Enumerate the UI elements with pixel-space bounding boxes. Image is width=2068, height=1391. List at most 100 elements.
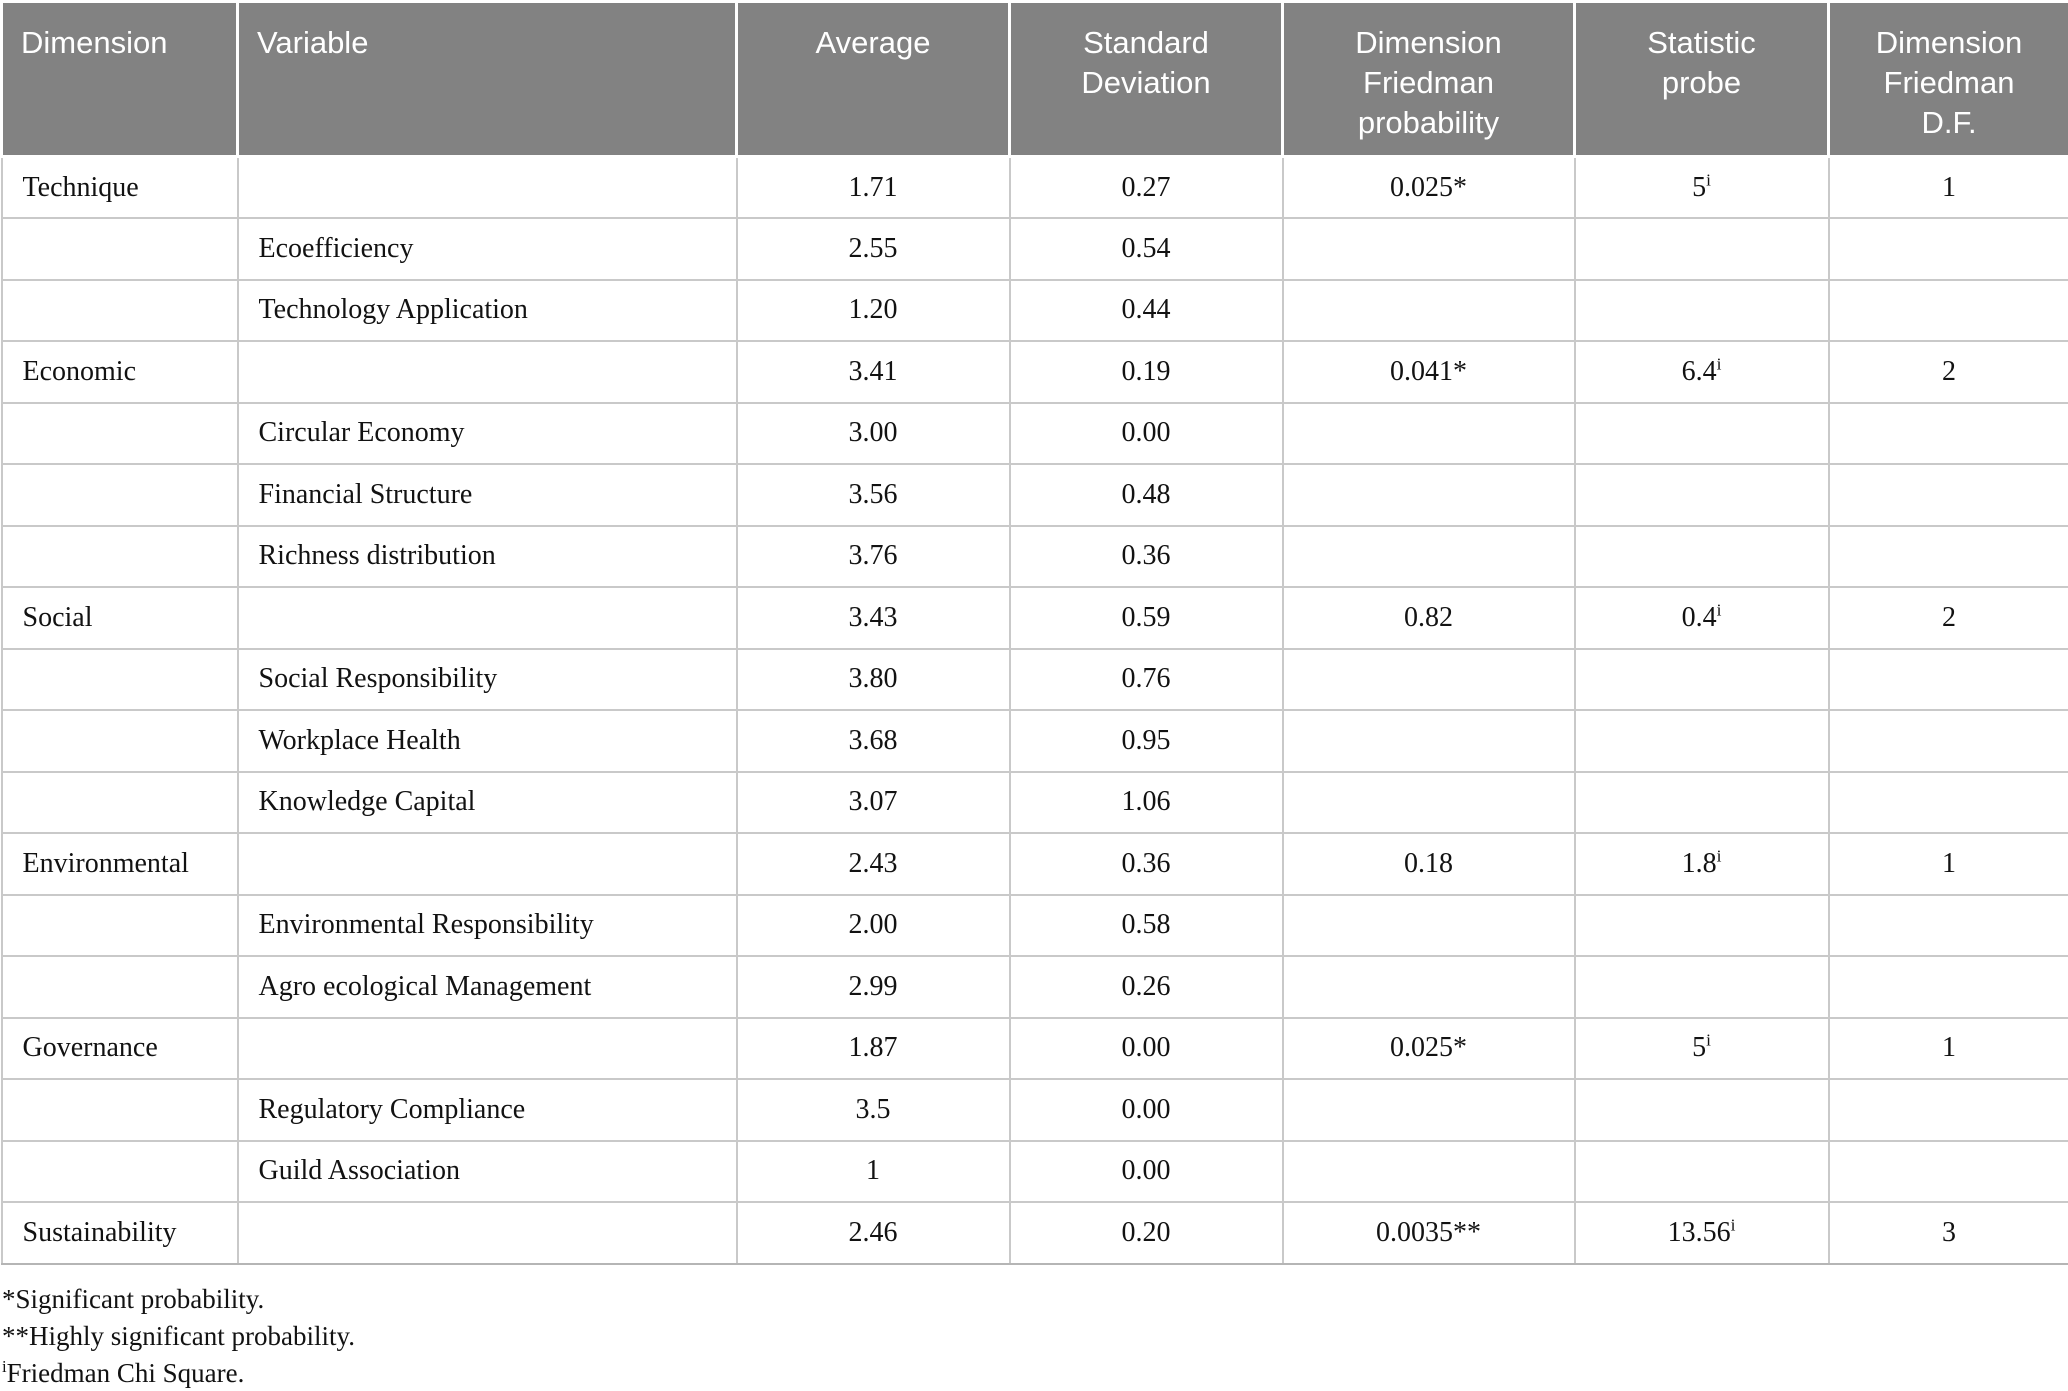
cell-variable: Technology Application — [236, 278, 738, 342]
cell-statistic-probe — [1573, 278, 1830, 342]
cell-friedman-df — [1827, 647, 2068, 711]
col-header-variable: Variable — [236, 0, 738, 158]
cell-friedman-df — [1827, 401, 2068, 465]
cell-average: 3.41 — [735, 340, 1011, 404]
cell-standard-deviation: 0.44 — [1008, 278, 1284, 342]
cell-statistic-probe — [1573, 1139, 1830, 1203]
cell-statistic-probe — [1573, 955, 1830, 1019]
cell-average: 1.87 — [735, 1016, 1011, 1080]
cell-friedman-probability — [1281, 893, 1576, 957]
cell-dimension — [0, 278, 239, 342]
table-row: Financial Structure 3.56 0.48 — [0, 463, 2068, 527]
footnote-friedman-chi-square: iFriedman Chi Square. — [2, 1355, 2068, 1391]
chi-square-marker: i — [1706, 1030, 1711, 1050]
cell-statistic-probe: 13.56i — [1573, 1201, 1830, 1265]
cell-variable: Financial Structure — [236, 463, 738, 527]
cell-average: 2.43 — [735, 832, 1011, 896]
cell-variable: Ecoefficiency — [236, 217, 738, 281]
cell-statistic-probe: 6.4i — [1573, 340, 1830, 404]
cell-friedman-probability: 0.041* — [1281, 340, 1576, 404]
cell-standard-deviation: 0.19 — [1008, 340, 1284, 404]
cell-standard-deviation: 0.26 — [1008, 955, 1284, 1019]
cell-friedman-df — [1827, 709, 2068, 773]
table-row: Ecoefficiency 2.55 0.54 — [0, 217, 2068, 281]
chi-square-marker: i — [1716, 846, 1722, 866]
table-row: Circular Economy 3.00 0.00 — [0, 401, 2068, 465]
cell-variable — [236, 1016, 738, 1080]
cell-variable: Richness distribution — [236, 524, 738, 588]
cell-statistic-probe — [1573, 1078, 1830, 1142]
cell-friedman-probability — [1281, 1139, 1576, 1203]
cell-variable: Circular Economy — [236, 401, 738, 465]
cell-dimension: Technique — [0, 155, 239, 219]
cell-average: 2.46 — [735, 1201, 1011, 1265]
cell-friedman-probability: 0.82 — [1281, 586, 1576, 650]
table-row: Richness distribution 3.76 0.36 — [0, 524, 2068, 588]
col-header-average: Average — [735, 0, 1011, 158]
cell-variable: Regulatory Compliance — [236, 1078, 738, 1142]
cell-friedman-probability — [1281, 1078, 1576, 1142]
cell-dimension — [0, 463, 239, 527]
friedman-statistics-table: Dimension Variable Average Standard Devi… — [0, 0, 2068, 1265]
cell-dimension: Environmental — [0, 832, 239, 896]
cell-friedman-probability — [1281, 463, 1576, 527]
cell-dimension — [0, 893, 239, 957]
cell-friedman-probability — [1281, 401, 1576, 465]
cell-statistic-probe — [1573, 217, 1830, 281]
table-row: Agro ecological Management 2.99 0.26 — [0, 955, 2068, 1019]
cell-statistic-probe — [1573, 893, 1830, 957]
cell-standard-deviation: 0.36 — [1008, 524, 1284, 588]
cell-variable: Environmental Responsibility — [236, 893, 738, 957]
cell-friedman-df — [1827, 1078, 2068, 1142]
cell-average: 3.07 — [735, 770, 1011, 834]
cell-dimension — [0, 770, 239, 834]
cell-friedman-df — [1827, 524, 2068, 588]
table-footnotes: *Significant probability. **Highly signi… — [2, 1281, 2068, 1391]
chi-square-marker: i — [1706, 170, 1711, 190]
cell-average: 2.99 — [735, 955, 1011, 1019]
cell-variable: Workplace Health — [236, 709, 738, 773]
chi-square-marker: i — [1730, 1215, 1736, 1235]
cell-friedman-df — [1827, 278, 2068, 342]
cell-average: 1.20 — [735, 278, 1011, 342]
cell-friedman-df: 3 — [1827, 1201, 2068, 1265]
cell-standard-deviation: 0.95 — [1008, 709, 1284, 773]
cell-statistic-probe: 5i — [1573, 1016, 1830, 1080]
header-row: Dimension Variable Average Standard Devi… — [0, 0, 2068, 158]
table-row: Social 3.43 0.59 0.82 0.4i 2 — [0, 586, 2068, 650]
cell-friedman-probability — [1281, 955, 1576, 1019]
table-body: Technique 1.71 0.27 0.025* 5i 1 Ecoeffic… — [0, 155, 2068, 1265]
cell-statistic-probe — [1573, 647, 1830, 711]
cell-average: 3.43 — [735, 586, 1011, 650]
cell-variable — [236, 1201, 738, 1265]
col-header-friedman-df: Dimension Friedman D.F. — [1827, 0, 2068, 158]
cell-standard-deviation: 0.76 — [1008, 647, 1284, 711]
cell-standard-deviation: 0.59 — [1008, 586, 1284, 650]
cell-standard-deviation: 0.54 — [1008, 217, 1284, 281]
cell-statistic-probe: 1.8i — [1573, 832, 1830, 896]
cell-dimension — [0, 647, 239, 711]
table-row: Workplace Health 3.68 0.95 — [0, 709, 2068, 773]
col-header-friedman-probability: Dimension Friedman probability — [1281, 0, 1576, 158]
table-row: Social Responsibility 3.80 0.76 — [0, 647, 2068, 711]
chi-square-marker: i — [1716, 600, 1722, 620]
cell-variable: Guild Association — [236, 1139, 738, 1203]
table-row: Technique 1.71 0.27 0.025* 5i 1 — [0, 155, 2068, 219]
table-row: Environmental Responsibility 2.00 0.58 — [0, 893, 2068, 957]
cell-friedman-df — [1827, 1139, 2068, 1203]
table-row: Knowledge Capital 3.07 1.06 — [0, 770, 2068, 834]
cell-standard-deviation: 0.00 — [1008, 401, 1284, 465]
cell-dimension — [0, 524, 239, 588]
cell-average: 2.55 — [735, 217, 1011, 281]
cell-dimension: Social — [0, 586, 239, 650]
cell-friedman-probability — [1281, 217, 1576, 281]
cell-standard-deviation: 1.06 — [1008, 770, 1284, 834]
cell-friedman-probability — [1281, 524, 1576, 588]
cell-average: 3.80 — [735, 647, 1011, 711]
cell-dimension: Economic — [0, 340, 239, 404]
cell-friedman-probability: 0.18 — [1281, 832, 1576, 896]
col-header-dimension: Dimension — [0, 0, 239, 158]
col-header-standard-deviation: Standard Deviation — [1008, 0, 1284, 158]
footnote-highly-significant: **Highly significant probability. — [2, 1318, 2068, 1355]
